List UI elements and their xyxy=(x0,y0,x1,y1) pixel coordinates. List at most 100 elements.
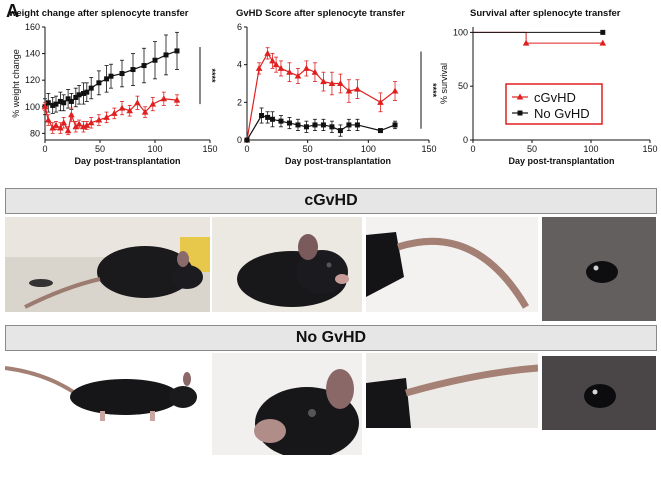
legend-label: No GvHD xyxy=(534,106,590,121)
data-point xyxy=(522,39,530,46)
legend-box xyxy=(505,83,603,125)
x-tick-label: 100 xyxy=(361,144,376,154)
data-point xyxy=(328,80,336,86)
data-point xyxy=(391,87,399,94)
data-point xyxy=(286,68,293,75)
data-point xyxy=(95,116,103,123)
significance-label: **** xyxy=(207,69,217,84)
data-point xyxy=(269,57,276,64)
x-tick-label: 150 xyxy=(421,144,436,154)
legend-label: cGvHD xyxy=(534,90,576,105)
data-point xyxy=(600,29,606,35)
data-point xyxy=(337,80,344,86)
data-point xyxy=(49,124,56,131)
data-point xyxy=(163,52,169,58)
series-cgvhd xyxy=(41,91,181,136)
data-point xyxy=(346,122,352,128)
data-point xyxy=(320,122,326,128)
data-point xyxy=(73,94,79,100)
data-point xyxy=(81,90,86,96)
gvhd-score-chart: GvHD Score after splenocyte transfer 0 50 1… xyxy=(222,8,437,166)
data-point xyxy=(320,78,327,85)
chart-title: Survival after splenocyte transfer xyxy=(470,8,621,19)
no-gvhd-tail-photo xyxy=(366,353,538,428)
survival-step-line xyxy=(473,31,603,44)
data-point xyxy=(111,109,118,116)
data-point xyxy=(64,127,72,134)
no-gvhd-banner: No GvHD xyxy=(5,325,657,351)
data-point xyxy=(61,100,67,106)
data-point xyxy=(286,120,292,126)
data-point xyxy=(126,107,133,114)
data-point xyxy=(354,85,361,92)
data-point xyxy=(50,102,56,108)
y-tick-label: 80 xyxy=(30,128,40,138)
data-point xyxy=(278,118,284,124)
data-point xyxy=(119,71,125,77)
data-point xyxy=(72,123,80,130)
data-point xyxy=(60,119,67,126)
data-point xyxy=(265,114,271,120)
series-cgvhd xyxy=(473,31,607,46)
x-tick-label: 50 xyxy=(95,144,105,154)
cgvhd-mouse-head-photo xyxy=(212,217,362,312)
y-tick-label: 6 xyxy=(237,22,242,32)
y-tick-label: 160 xyxy=(25,22,40,32)
x-tick-label: 50 xyxy=(527,144,537,154)
data-point xyxy=(134,99,141,106)
data-point xyxy=(149,100,157,107)
data-point xyxy=(303,64,310,71)
data-point xyxy=(88,85,94,91)
y-axis-label: % survival xyxy=(440,63,449,104)
x-tick-label: 150 xyxy=(642,144,657,154)
data-point xyxy=(244,137,250,143)
data-point xyxy=(392,122,398,128)
y-axis-label: % weight change xyxy=(11,49,21,118)
series-no-gvhd xyxy=(244,107,398,143)
x-tick-label: 0 xyxy=(244,144,249,154)
y-tick-label: 4 xyxy=(237,60,242,70)
data-point xyxy=(76,92,82,98)
cgvhd-mouse-side-photo xyxy=(5,217,210,312)
y-tick-label: 100 xyxy=(453,27,468,37)
panel-a-label: A xyxy=(6,1,19,21)
x-axis-label: Day post-transplantation xyxy=(285,156,391,166)
no-gvhd-mouse-head-photo xyxy=(212,353,362,455)
data-point xyxy=(141,63,147,69)
data-point xyxy=(303,124,309,130)
x-tick-label: 150 xyxy=(202,144,217,154)
cgvhd-tail-photo xyxy=(366,217,538,312)
x-tick-label: 50 xyxy=(303,144,313,154)
data-point xyxy=(87,119,95,126)
data-point xyxy=(41,103,49,110)
data-point xyxy=(103,113,110,120)
y-tick-label: 0 xyxy=(237,135,242,145)
weight-change-chart: weight change after splenocyte transfer 0… xyxy=(8,8,218,166)
data-point xyxy=(255,64,263,71)
data-point xyxy=(152,57,158,63)
data-point xyxy=(277,64,285,71)
data-point xyxy=(52,121,60,128)
data-point xyxy=(259,113,265,119)
y-tick-label: 50 xyxy=(458,81,468,91)
data-point xyxy=(45,116,52,123)
data-point xyxy=(65,96,71,102)
data-point xyxy=(57,124,64,131)
chart-title: weight change after splenocyte transfer xyxy=(8,8,189,19)
data-point xyxy=(83,121,91,128)
y-tick-label: 140 xyxy=(25,49,40,59)
data-point xyxy=(294,72,302,79)
legend-marker xyxy=(516,93,524,100)
data-point xyxy=(104,76,110,82)
data-point xyxy=(57,98,63,104)
data-point xyxy=(108,73,114,79)
series-no-gvhd xyxy=(473,29,606,35)
data-point xyxy=(264,49,271,56)
survival-chart: Survival after splenocyte transfer 0 50 100… xyxy=(440,8,658,166)
y-axis-label: GvHD Score xyxy=(222,58,223,109)
data-point xyxy=(174,48,180,54)
y-tick-label: 0 xyxy=(463,135,468,145)
data-point xyxy=(45,100,51,106)
data-point xyxy=(295,122,301,128)
data-point xyxy=(130,67,136,73)
